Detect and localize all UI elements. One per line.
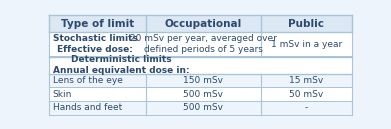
Text: 50 mSv: 50 mSv xyxy=(289,90,324,99)
Text: 500 mSv: 500 mSv xyxy=(183,103,223,112)
Bar xyxy=(49,15,146,32)
Text: Public: Public xyxy=(289,19,325,29)
Bar xyxy=(261,32,352,56)
Bar xyxy=(49,101,146,115)
Bar xyxy=(49,32,146,56)
Text: Occupational: Occupational xyxy=(165,19,242,29)
Bar xyxy=(146,101,261,115)
Bar xyxy=(146,74,261,87)
Text: 15 mSv: 15 mSv xyxy=(289,76,324,85)
Text: Skin: Skin xyxy=(52,90,72,99)
Bar xyxy=(261,87,352,101)
Bar xyxy=(49,57,352,74)
Text: 500 mSv: 500 mSv xyxy=(183,90,223,99)
Bar xyxy=(146,32,261,56)
Text: -: - xyxy=(305,103,308,112)
Bar xyxy=(49,87,146,101)
Text: Hands and feet: Hands and feet xyxy=(52,103,122,112)
Text: Stochastic limits
Effective dose:: Stochastic limits Effective dose: xyxy=(52,34,137,54)
Bar xyxy=(261,74,352,87)
Text: 1 mSv in a year: 1 mSv in a year xyxy=(271,40,342,49)
Bar xyxy=(261,101,352,115)
Text: Lens of the eye: Lens of the eye xyxy=(52,76,122,85)
Text: 150 mSv: 150 mSv xyxy=(183,76,223,85)
Text: Type of limit: Type of limit xyxy=(61,19,134,29)
Bar xyxy=(146,15,261,32)
Bar xyxy=(146,87,261,101)
Text: Deterministic limits
Annual equivalent dose in:: Deterministic limits Annual equivalent d… xyxy=(52,55,189,75)
Bar xyxy=(49,74,146,87)
Bar xyxy=(49,56,352,57)
Text: 20 mSv per year, averaged over
defined periods of 5 years: 20 mSv per year, averaged over defined p… xyxy=(130,34,277,54)
Bar xyxy=(261,15,352,32)
